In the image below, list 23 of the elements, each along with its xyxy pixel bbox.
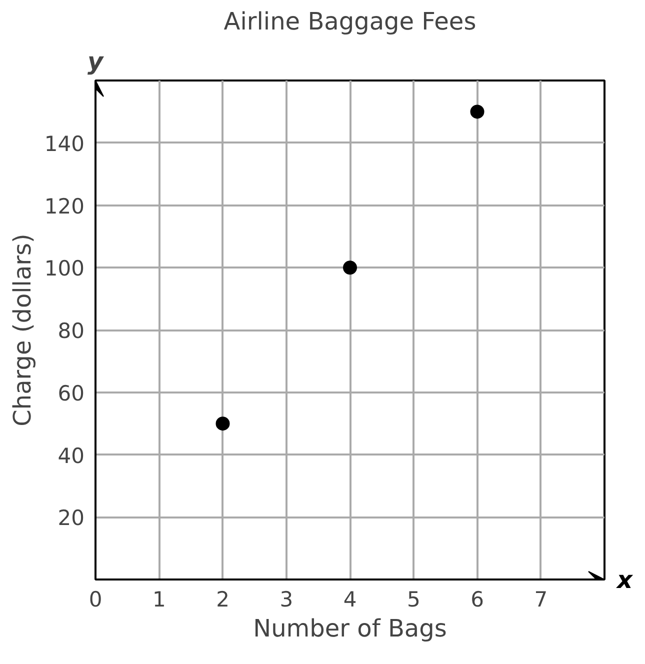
x-tick-label: 2 bbox=[216, 588, 230, 612]
y-tick-label: 100 bbox=[44, 256, 85, 281]
point bbox=[470, 104, 484, 119]
x-tick-label: 1 bbox=[152, 588, 166, 612]
y-tick-label: 120 bbox=[44, 194, 85, 218]
text: y bbox=[88, 48, 104, 76]
y-tick-label: 140 bbox=[44, 132, 85, 156]
y-tick-label: 20 bbox=[58, 506, 85, 530]
x-tick-label: 0 bbox=[88, 588, 102, 612]
x-tick-label: 6 bbox=[470, 588, 484, 612]
y-tick-label: 40 bbox=[58, 444, 85, 468]
text: x bbox=[617, 565, 632, 596]
point bbox=[343, 260, 357, 275]
point bbox=[216, 416, 230, 431]
y-tick-label: 60 bbox=[58, 381, 85, 406]
x-axis-title: Number of Bags bbox=[253, 614, 447, 642]
x-tick-label: 5 bbox=[406, 588, 420, 612]
chart-title: Airline Baggage Fees bbox=[224, 8, 476, 36]
x-tick-label: 4 bbox=[343, 588, 357, 612]
y-tick-label: 80 bbox=[58, 319, 85, 343]
x-tick-label: 7 bbox=[534, 588, 548, 612]
x-tick-label: 3 bbox=[280, 588, 294, 612]
y-axis-title: Charge (dollars) bbox=[8, 234, 36, 426]
